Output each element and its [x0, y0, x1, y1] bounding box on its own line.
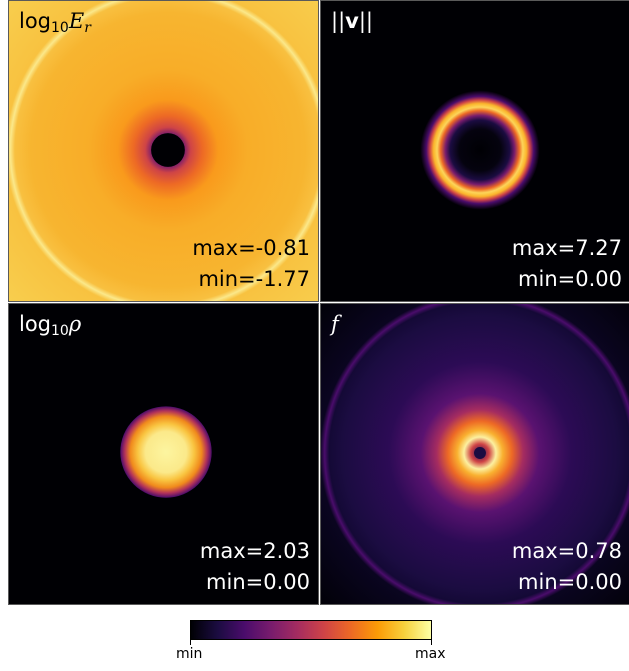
- panel-label-f: f: [331, 312, 339, 336]
- panel-flux-factor: f max=0.78 min=0.00: [320, 303, 629, 605]
- panel-label-velocity: ||v||: [331, 9, 374, 33]
- panel-max-value: max=-0.81: [192, 236, 310, 260]
- radiation-energy-field: [9, 1, 318, 301]
- panel-label-log10-rho: log10ρ: [19, 312, 82, 339]
- velocity-field: [321, 1, 629, 301]
- panel-radiation-energy: log10Er max=-0.81 min=-1.77: [8, 0, 319, 302]
- velocity-ring: [420, 90, 540, 210]
- field-panel-grid: log10Er max=-0.81 min=-1.77: [8, 0, 629, 608]
- panel-max-value: max=7.27: [511, 236, 622, 260]
- panel-max-value: max=2.03: [199, 539, 310, 563]
- colorbar-min-label: min: [176, 646, 203, 662]
- density-blob: [120, 406, 212, 498]
- panel-min-value: min=-1.77: [198, 267, 310, 291]
- flux-factor-field: [321, 304, 629, 604]
- panel-label-log10-er: log10Er: [19, 9, 91, 36]
- colorbar: [190, 620, 432, 640]
- panel-velocity-magnitude: ||v|| max=7.27 min=0.00: [320, 0, 629, 302]
- colorbar-min-tick: [190, 640, 191, 645]
- radiation-core: [151, 133, 185, 167]
- panel-min-value: min=0.00: [206, 570, 310, 594]
- panel-min-value: min=0.00: [518, 267, 622, 291]
- colorbar-max-label: max: [415, 646, 446, 662]
- density-field: [9, 304, 318, 604]
- panel-min-value: min=0.00: [518, 570, 622, 594]
- colorbar-max-tick: [431, 640, 432, 645]
- panel-max-value: max=0.78: [511, 539, 622, 563]
- panel-density: log10ρ max=2.03 min=0.00: [8, 303, 319, 605]
- flux-core: [474, 447, 486, 459]
